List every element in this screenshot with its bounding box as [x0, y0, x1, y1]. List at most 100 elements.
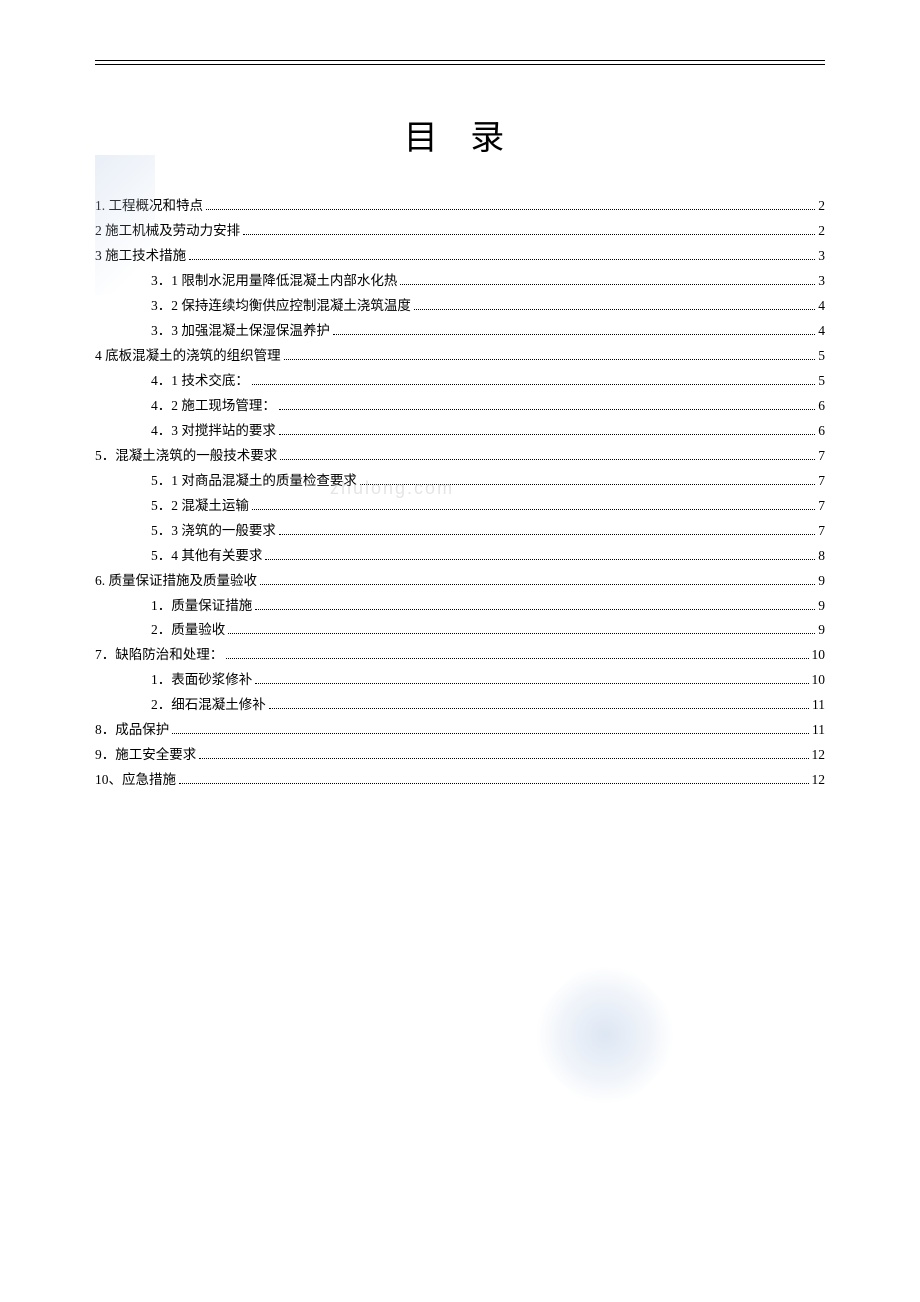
toc-entry-page: 10	[812, 668, 826, 693]
toc-entry: 3．1 限制水泥用量降低混凝土内部水化热 3	[95, 269, 825, 294]
toc-leader-dots	[284, 359, 816, 360]
toc-leader-dots	[333, 334, 815, 335]
toc-entry-label: 5．1 对商品混凝土的质量检查要求	[151, 469, 357, 494]
toc-entry: 3 施工技术措施 3	[95, 244, 825, 269]
toc-leader-dots	[279, 534, 815, 535]
toc-entry-page: 5	[818, 344, 825, 369]
toc-leader-dots	[269, 708, 809, 709]
toc-entry-page: 11	[812, 718, 825, 743]
toc-entry: 8．成品保护 11	[95, 718, 825, 743]
toc-entry: 10、应急措施 12	[95, 768, 825, 793]
toc-entry: 2 施工机械及劳动力安排 2	[95, 219, 825, 244]
toc-leader-dots	[252, 509, 815, 510]
header-rule-thick	[95, 60, 825, 61]
toc-entry-page: 10	[812, 643, 826, 668]
toc-entry: 2．质量验收 9	[95, 618, 825, 643]
toc-leader-dots	[243, 234, 815, 235]
toc-entry-page: 7	[818, 469, 825, 494]
toc-entry: 4．3 对搅拌站的要求 6	[95, 419, 825, 444]
toc-entry-page: 11	[812, 693, 825, 718]
toc-entry: 1．质量保证措施 9	[95, 594, 825, 619]
toc-entry-label: 2．质量验收	[151, 618, 225, 643]
toc-entry-page: 6	[818, 394, 825, 419]
toc-entry: 5．1 对商品混凝土的质量检查要求 7	[95, 469, 825, 494]
toc-entry-page: 9	[818, 594, 825, 619]
toc-entry: 4．1 技术交底： 5	[95, 369, 825, 394]
toc-leader-dots	[199, 758, 808, 759]
toc-entry: 4．2 施工现场管理： 6	[95, 394, 825, 419]
toc-entry-page: 6	[818, 419, 825, 444]
toc-entry-label: 9．施工安全要求	[95, 743, 196, 768]
toc-leader-dots	[226, 658, 808, 659]
toc-entry: 1. 工程概况和特点 2	[95, 194, 825, 219]
toc-leader-dots	[360, 484, 815, 485]
toc-entry-label: 5．2 混凝土运输	[151, 494, 249, 519]
toc-entry: 5．4 其他有关要求 8	[95, 544, 825, 569]
toc-entry: 7．缺陷防治和处理： 10	[95, 643, 825, 668]
toc-entry-label: 5．3 浇筑的一般要求	[151, 519, 276, 544]
toc-entry-page: 5	[818, 369, 825, 394]
toc-entry-label: 10、应急措施	[95, 768, 176, 793]
toc-entry-label: 1．表面砂浆修补	[151, 668, 252, 693]
toc-entry-page: 4	[818, 319, 825, 344]
toc-entry-label: 3．1 限制水泥用量降低混凝土内部水化热	[151, 269, 397, 294]
toc-leader-dots	[279, 434, 815, 435]
toc-entry-label: 3．3 加强混凝土保湿保温养护	[151, 319, 330, 344]
toc-entry: 9．施工安全要求 12	[95, 743, 825, 768]
toc-leader-dots	[252, 384, 815, 385]
toc-entry-label: 2 施工机械及劳动力安排	[95, 219, 240, 244]
toc-entry: 3．2 保持连续均衡供应控制混凝土浇筑温度 4	[95, 294, 825, 319]
toc-entry-label: 4 底板混凝土的浇筑的组织管理	[95, 344, 281, 369]
toc-entry-page: 9	[818, 569, 825, 594]
toc-entry-label: 3．2 保持连续均衡供应控制混凝土浇筑温度	[151, 294, 411, 319]
toc-entry: 2．细石混凝土修补11	[95, 693, 825, 718]
page-title: 目 录	[95, 110, 825, 159]
toc-entry: 5．2 混凝土运输 7	[95, 494, 825, 519]
toc-entry-label: 4．1 技术交底：	[151, 369, 249, 394]
toc-entry: 5．3 浇筑的一般要求 7	[95, 519, 825, 544]
toc-entry-page: 2	[818, 219, 825, 244]
toc-entry-label: 5．混凝土浇筑的一般技术要求	[95, 444, 277, 469]
toc-leader-dots	[414, 309, 815, 310]
table-of-contents: 1. 工程概况和特点22 施工机械及劳动力安排23 施工技术措施33．1 限制水…	[95, 194, 825, 793]
toc-entry-page: 3	[818, 269, 825, 294]
toc-entry-page: 4	[818, 294, 825, 319]
toc-entry-label: 7．缺陷防治和处理：	[95, 643, 223, 668]
toc-leader-dots	[179, 783, 809, 784]
toc-entry-page: 2	[818, 194, 825, 219]
toc-leader-dots	[279, 409, 815, 410]
toc-entry-label: 4．2 施工现场管理：	[151, 394, 276, 419]
toc-leader-dots	[206, 209, 815, 210]
toc-entry-page: 9	[818, 618, 825, 643]
header-rule-thin	[95, 64, 825, 65]
toc-entry-page: 3	[818, 244, 825, 269]
toc-entry: 3．3 加强混凝土保湿保温养护 4	[95, 319, 825, 344]
toc-leader-dots	[280, 459, 815, 460]
toc-entry-page: 7	[818, 519, 825, 544]
toc-leader-dots	[255, 609, 815, 610]
toc-entry-label: 4．3 对搅拌站的要求	[151, 419, 276, 444]
toc-leader-dots	[189, 259, 815, 260]
toc-entry-page: 12	[812, 768, 826, 793]
toc-leader-dots	[228, 633, 815, 634]
toc-leader-dots	[255, 683, 808, 684]
toc-entry-label: 3 施工技术措施	[95, 244, 186, 269]
toc-entry-label: 1. 工程概况和特点	[95, 194, 203, 219]
toc-entry: 4 底板混凝土的浇筑的组织管理 5	[95, 344, 825, 369]
toc-leader-dots	[260, 584, 815, 585]
toc-entry: 5．混凝土浇筑的一般技术要求 7	[95, 444, 825, 469]
toc-entry-page: 7	[818, 494, 825, 519]
toc-entry-page: 12	[812, 743, 826, 768]
watermark-diamond-decoration	[513, 943, 697, 1127]
toc-leader-dots	[172, 733, 809, 734]
toc-entry-label: 5．4 其他有关要求	[151, 544, 262, 569]
toc-entry-page: 8	[818, 544, 825, 569]
toc-entry: 1．表面砂浆修补 10	[95, 668, 825, 693]
toc-entry-label: 8．成品保护	[95, 718, 169, 743]
toc-leader-dots	[400, 284, 815, 285]
toc-entry-page: 7	[818, 444, 825, 469]
toc-leader-dots	[265, 559, 815, 560]
toc-entry-label: 1．质量保证措施	[151, 594, 252, 619]
toc-entry-label: 6. 质量保证措施及质量验收	[95, 569, 257, 594]
toc-entry: 6. 质量保证措施及质量验收 9	[95, 569, 825, 594]
